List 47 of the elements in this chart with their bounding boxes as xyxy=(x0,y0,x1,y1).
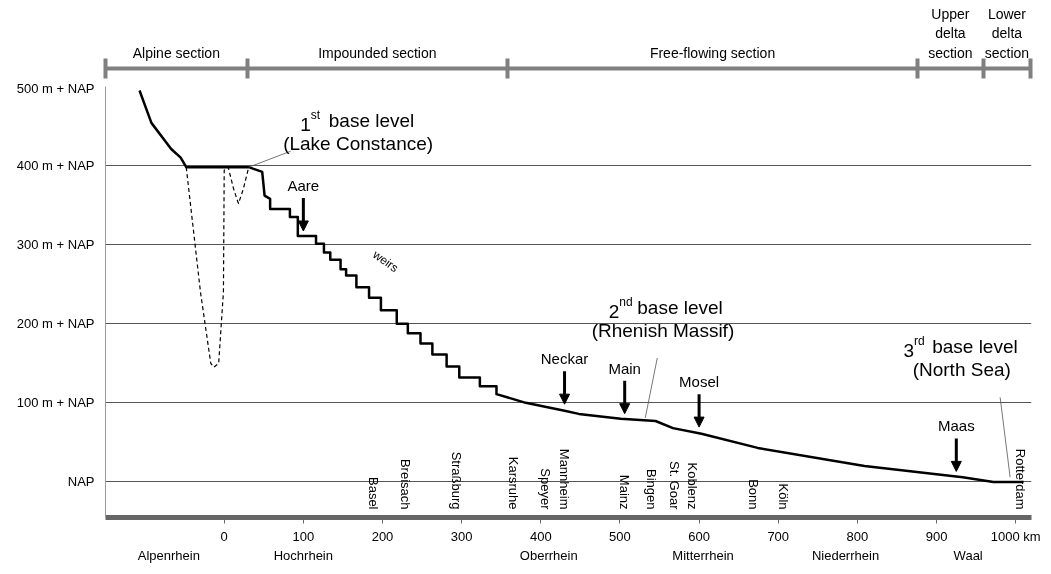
text: Alpine section xyxy=(132,44,220,61)
x-tick-label: 0 xyxy=(220,528,228,544)
y-tick-label: 500 m + NAP xyxy=(16,80,95,96)
annotation: Speyer xyxy=(538,468,554,511)
annotation: Koblenz xyxy=(685,462,701,510)
annotation: Bonn xyxy=(746,479,762,510)
annotation: Neckar xyxy=(540,350,589,368)
annotation: Karsruhe xyxy=(505,456,521,510)
annotation: Basel xyxy=(366,476,382,510)
text: Oberrhein xyxy=(519,547,578,563)
annotation: Köln xyxy=(776,483,792,510)
y-tick-label: 400 m + NAP xyxy=(16,158,95,174)
annotation: Bingen xyxy=(644,469,660,510)
x-tick-label: 1000 km xyxy=(990,528,1041,544)
text: Upper delta section xyxy=(928,6,973,61)
annotation: Rotterdam xyxy=(1012,448,1028,510)
text: Impounded section xyxy=(318,44,437,61)
text: Niederrhein xyxy=(811,547,880,563)
annotation: Maas xyxy=(937,417,975,435)
y-tick-label: 100 m + NAP xyxy=(16,395,95,411)
x-tick-label: 800 xyxy=(846,528,869,544)
text: Alpenrhein xyxy=(137,547,200,563)
x-tick-label: 400 xyxy=(529,528,552,544)
text: Mitterrhein xyxy=(672,547,734,563)
annotation: Mannheim xyxy=(557,448,573,510)
annotation: Straßburg xyxy=(448,451,464,510)
text: Waal xyxy=(953,547,983,563)
annotation: Mosel xyxy=(679,373,720,391)
annotation: Main xyxy=(608,359,641,377)
x-tick-label: 500 xyxy=(609,528,631,544)
annotation: Breisach xyxy=(397,458,413,510)
x-tick-label: 600 xyxy=(688,528,710,544)
y-tick-label: 300 m + NAP xyxy=(16,237,95,253)
x-tick-label: 700 xyxy=(767,528,790,544)
y-tick-label: NAP xyxy=(67,474,95,490)
annotation: Mainz xyxy=(617,474,633,510)
x-tick-label: 100 xyxy=(292,528,315,544)
x-tick-label: 200 xyxy=(371,528,394,544)
y-tick-label: 200 m + NAP xyxy=(16,316,95,332)
text: Hochrhein xyxy=(273,547,333,563)
x-tick-label: 300 xyxy=(450,528,473,544)
annotation: St. Goar xyxy=(667,461,683,511)
annotation: Aare xyxy=(287,177,320,195)
text: Free-flowing section xyxy=(649,44,776,61)
x-tick-label: 900 xyxy=(925,528,948,544)
text: Lower delta section xyxy=(984,6,1030,61)
line-series xyxy=(185,166,250,368)
